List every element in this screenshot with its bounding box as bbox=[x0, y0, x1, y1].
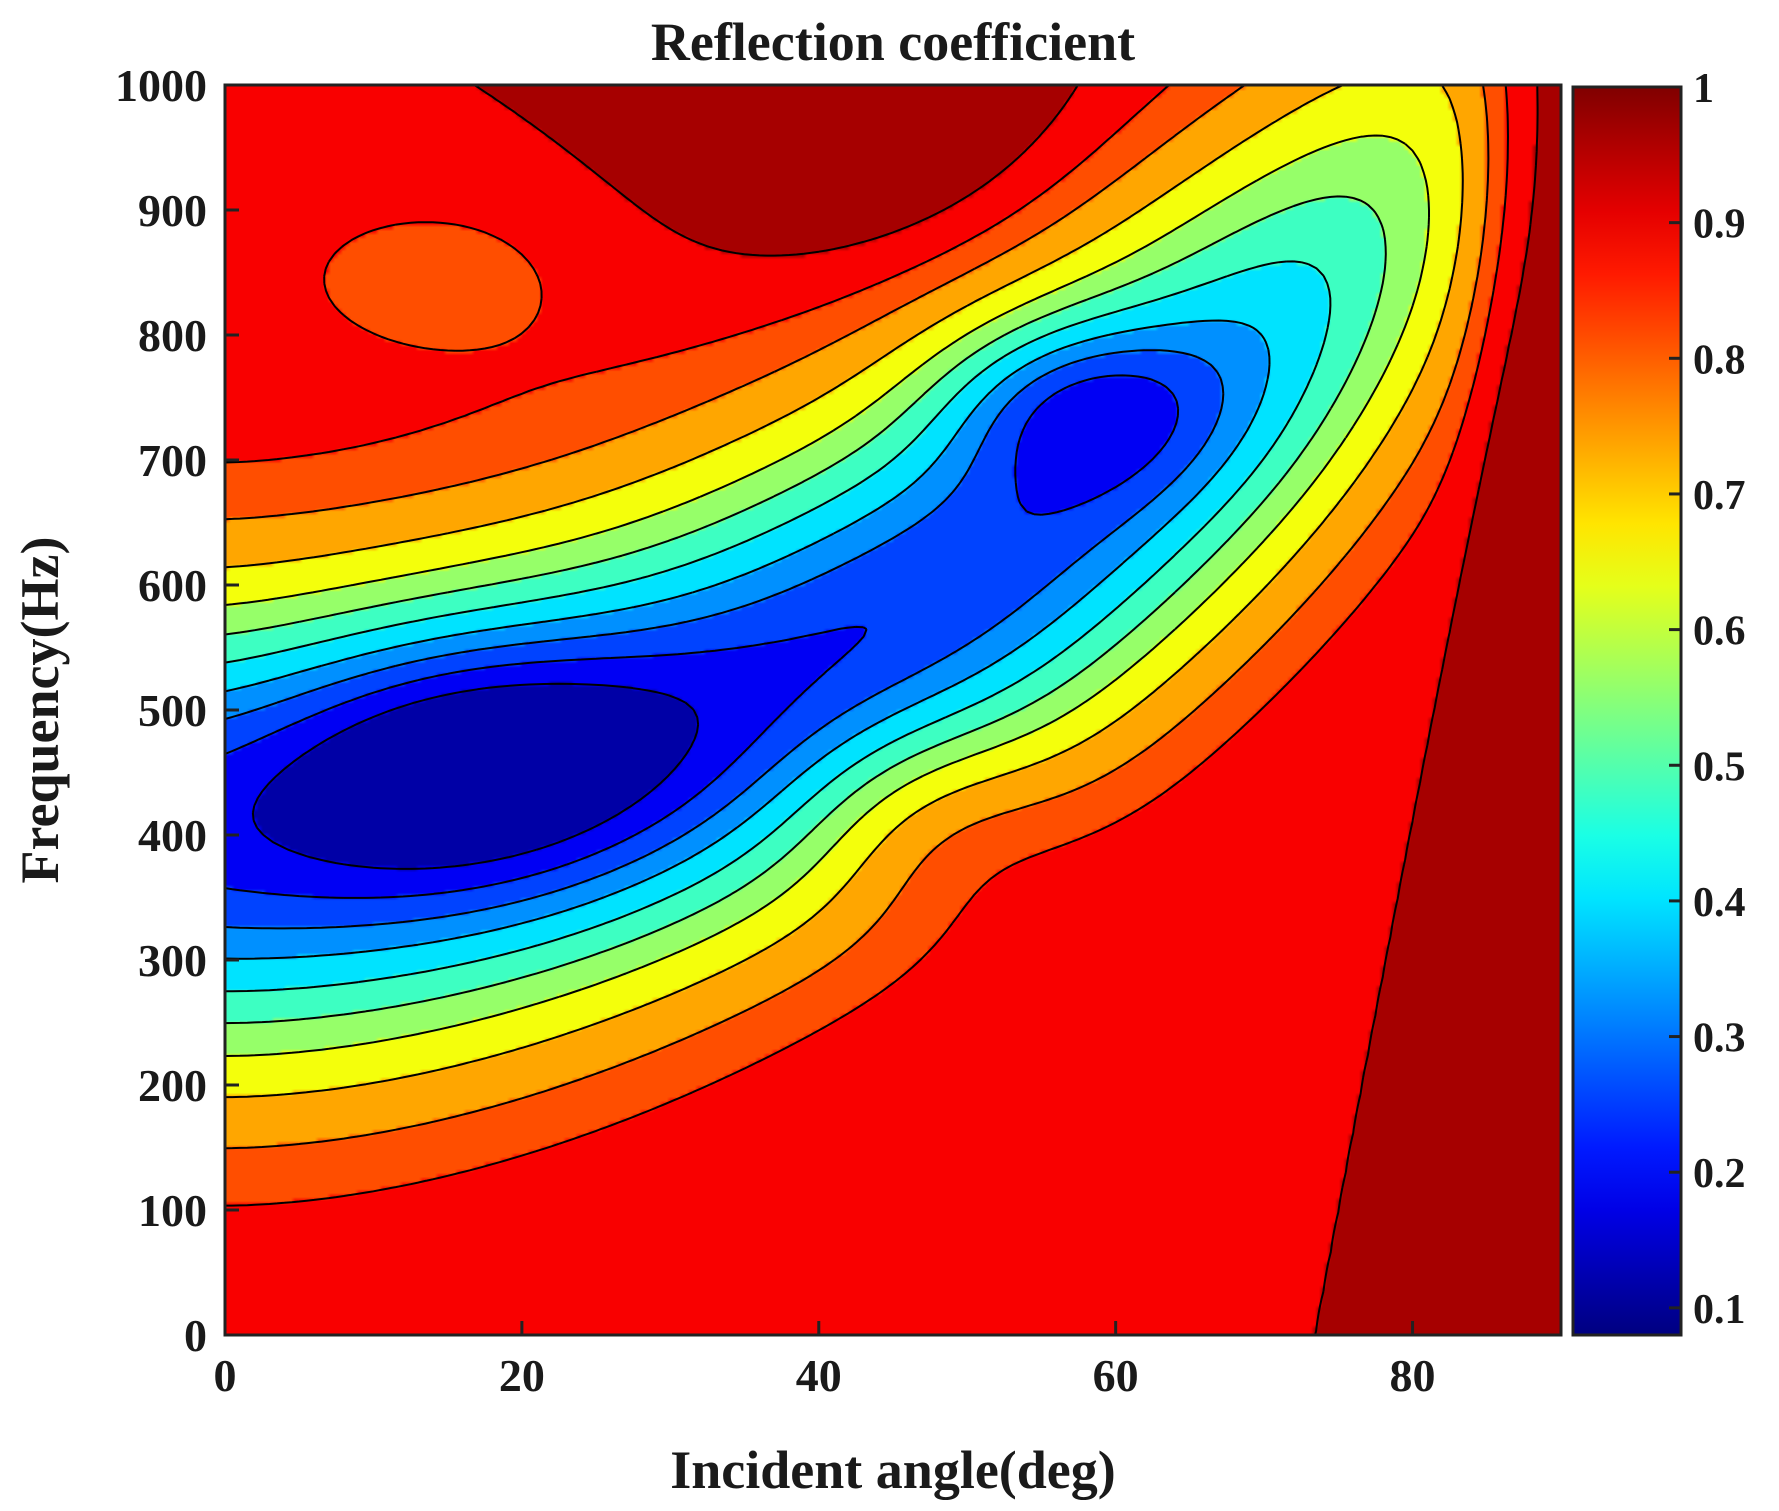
y-tick-label: 300 bbox=[138, 935, 207, 986]
colorbar-tick-label: 1 bbox=[1693, 66, 1714, 112]
colorbar-tick-label: 0.3 bbox=[1693, 1016, 1746, 1062]
x-tick-label: 0 bbox=[214, 1350, 237, 1401]
contour-level-0 bbox=[251, 682, 700, 870]
y-tick-label: 700 bbox=[138, 435, 207, 486]
colorbar-tick-label: 0.1 bbox=[1693, 1287, 1746, 1333]
contour-level-2 bbox=[225, 349, 1225, 930]
colorbar-tick-label: 0.8 bbox=[1693, 337, 1746, 383]
y-axis: 0 100 200 300 400 500 600 700 800 900 1000 bbox=[115, 60, 239, 1361]
y-tick-label: 0 bbox=[184, 1310, 207, 1361]
contour-level-8 bbox=[225, 85, 1490, 1150]
x-tick-label: 80 bbox=[1390, 1350, 1436, 1401]
colorbar-tick-label: 0.5 bbox=[1693, 744, 1746, 790]
colorbar-tick-label: 0.4 bbox=[1693, 880, 1746, 926]
colorbar-tick-label: 0.7 bbox=[1693, 473, 1746, 519]
contour-level-9 bbox=[225, 85, 1509, 1207]
contour-level-4 bbox=[225, 260, 1332, 993]
contour-level-6 bbox=[225, 134, 1430, 1057]
y-tick-label: 400 bbox=[138, 810, 207, 861]
colorbar-tick-label: 0.6 bbox=[1693, 609, 1746, 655]
contour-level-7 bbox=[225, 85, 1464, 1099]
x-tick-label: 60 bbox=[1093, 1350, 1139, 1401]
heatmap-surface bbox=[225, 85, 1561, 1335]
y-tick-label: 800 bbox=[138, 310, 207, 361]
colorbar-ticks: 0.1 0.2 0.3 0.4 0.5 0.6 0.7 0.8 0.9 1 bbox=[1669, 66, 1746, 1333]
x-tick-label: 20 bbox=[499, 1350, 545, 1401]
x-tick-label: 40 bbox=[796, 1350, 842, 1401]
chart-title: Reflection coefficient bbox=[651, 12, 1135, 72]
contour-level-3 bbox=[225, 319, 1271, 960]
y-tick-label: 200 bbox=[138, 1060, 207, 1111]
colorbar-tick-label: 0.9 bbox=[1693, 202, 1746, 248]
y-tick-label: 500 bbox=[138, 685, 207, 736]
y-tick-label: 600 bbox=[138, 560, 207, 611]
colorbar-tick-label: 0.2 bbox=[1693, 1151, 1746, 1197]
y-tick-label: 1000 bbox=[115, 60, 207, 111]
y-tick-label: 100 bbox=[138, 1185, 207, 1236]
x-axis: 0 20 40 60 80 bbox=[214, 1321, 1436, 1401]
contour-level-1 bbox=[225, 374, 1180, 899]
y-tick-label: 900 bbox=[138, 185, 207, 236]
contour-lines bbox=[225, 85, 1539, 1335]
contour-level-5 bbox=[225, 195, 1387, 1025]
x-axis-label: Incident angle(deg) bbox=[670, 1440, 1116, 1500]
y-axis-label: Frequency(Hz) bbox=[10, 537, 70, 884]
colorbar bbox=[1571, 85, 1683, 1337]
